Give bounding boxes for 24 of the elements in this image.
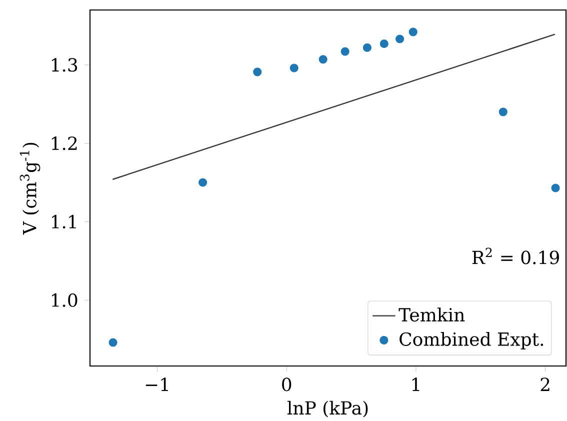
y-tick-label: 1.3 xyxy=(52,58,78,72)
point xyxy=(362,43,372,52)
x-tick-label: 1 xyxy=(412,378,420,391)
point xyxy=(290,64,298,72)
x-tick-label: 2 xyxy=(540,378,550,391)
point xyxy=(380,39,388,48)
point xyxy=(340,47,350,56)
point xyxy=(198,178,208,187)
point xyxy=(408,28,418,36)
point xyxy=(318,55,328,64)
y-tick-label: 1.0 xyxy=(52,293,78,307)
y-axis-title: V (cm$^{3}$g$^{-1}$) xyxy=(20,142,40,235)
x-axis-title: lnP (kPa) xyxy=(287,400,368,418)
y-tick-label: 1.2 xyxy=(52,136,77,150)
point xyxy=(108,338,118,347)
x-tick-label: 0 xyxy=(282,378,292,392)
point xyxy=(498,108,508,116)
point xyxy=(396,34,404,44)
x-tick-label: −1 xyxy=(146,378,168,391)
point xyxy=(253,68,262,76)
legend-label: Combined Expt. xyxy=(400,332,544,350)
legend-label: Temkin xyxy=(398,308,465,322)
annotation: R$^{2}$ = 0.19 xyxy=(472,248,559,264)
y-tick-label: 1.1 xyxy=(52,214,76,229)
